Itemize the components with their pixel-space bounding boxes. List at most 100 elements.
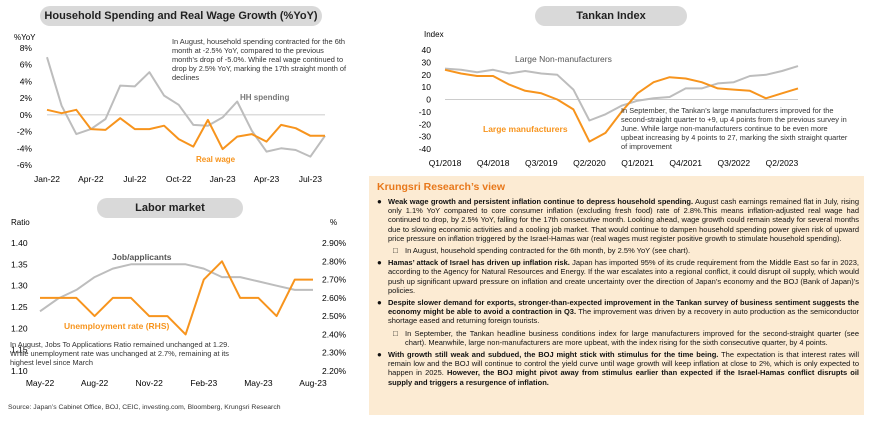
source-note: Source: Japan’s Cabinet Office, BOJ, CEI… <box>8 404 281 411</box>
view-item-lead: Despite slower demand for exports, stron… <box>388 298 859 317</box>
view-item-lead: With growth still weak and subdued, the … <box>388 350 719 360</box>
y-tick-label-right: 2.60% <box>322 293 347 303</box>
y-axis-label: Index <box>424 30 444 39</box>
view-item: ● Despite slower demand for exports, stro… <box>375 298 859 326</box>
y-tick-label: -30 <box>419 132 432 142</box>
x-tick-label: Aug-23 <box>299 378 327 388</box>
series-line-large-manufacturers <box>444 68 799 143</box>
y-tick-label-left: 1.35 <box>11 259 28 269</box>
y-tick-label: 0 <box>426 95 431 105</box>
y-axis-label: %YoY <box>14 33 36 42</box>
series-line-real-wage <box>46 108 325 151</box>
x-tick-label: Oct-22 <box>166 174 192 184</box>
x-tick-label: Q2/2023 <box>766 158 799 168</box>
y-tick-label: 6% <box>20 60 33 70</box>
y-tick-label: 20 <box>422 70 432 80</box>
series-label-real-wage: Real wage <box>196 155 236 164</box>
tankan-chart-title: Tankan Index <box>535 6 687 26</box>
y-tick-label-right: 2.80% <box>322 256 347 266</box>
view-item: ● Weak wage growth and persistent inflati… <box>375 197 859 243</box>
y-tick-label: 8% <box>20 43 33 53</box>
labor-annotation: In August, Jobs To Applications Ratio re… <box>10 340 230 367</box>
y-tick-label-right: 2.20% <box>322 366 347 376</box>
y-tick-label: 10 <box>422 82 432 92</box>
series-label-unemployment: Unemployment rate (RHS) <box>64 321 169 331</box>
view-list: ● Weak wage growth and persistent inflati… <box>375 197 859 390</box>
x-tick-label: Q1/2018 <box>429 158 462 168</box>
view-item-text: The expectation is that interest rates w… <box>388 350 859 378</box>
square-bullet-icon: □ <box>393 328 398 338</box>
y-tick-label: 40 <box>422 45 432 55</box>
view-item-lead: Hamas’ attack of Israel has driven up in… <box>388 258 570 268</box>
view-item-conclusion: However, the BOJ might pivot away from s… <box>388 368 859 387</box>
x-tick-label: Jan-23 <box>210 174 236 184</box>
view-item-text: Japan has imported 95% of its crude requ… <box>388 258 859 295</box>
x-tick-label: Jul-23 <box>299 174 322 184</box>
x-tick-label: Apr-23 <box>254 174 280 184</box>
view-item-lead: Weak wage growth and persistent inflatio… <box>388 197 694 206</box>
square-bullet-icon: □ <box>393 246 398 256</box>
series-label-hh-spending: HH spending <box>240 93 289 102</box>
y-tick-label: -20 <box>419 119 432 129</box>
round-bullet-icon: ● <box>377 350 382 360</box>
view-item-text: In September, the Tankan headline busine… <box>405 328 859 347</box>
round-bullet-icon: ● <box>377 197 382 206</box>
x-tick-label: Q2/2020 <box>573 158 606 168</box>
y-tick-label: -40 <box>419 144 432 154</box>
x-tick-label: Jul-22 <box>123 174 146 184</box>
y-tick-label-right: 2.70% <box>322 275 347 285</box>
view-item-text: The improvement was driven by a recovery… <box>388 307 860 326</box>
view-item-text: In August, household spending contracted… <box>405 246 691 256</box>
y-tick-label-left: 1.20 <box>11 323 28 333</box>
y-tick-label: -6% <box>17 160 33 170</box>
y-axis-label-right: % <box>330 218 337 227</box>
y-tick-label: 4% <box>20 76 33 86</box>
y-tick-label-left: 1.40 <box>11 238 28 248</box>
y-tick-label-right: 2.50% <box>322 311 347 321</box>
series-label-manufacturers: Large manufacturers <box>483 124 568 134</box>
x-tick-label: Q3/2022 <box>718 158 751 168</box>
krungsri-view-panel: Krungsri Research’s view ● Weak wage grow… <box>369 176 864 415</box>
view-sub-item: □ In August, household spending contracte… <box>375 246 859 255</box>
y-tick-label-right: 2.30% <box>322 348 347 358</box>
x-tick-label: Q1/2021 <box>621 158 654 168</box>
hh-annotation: In August, household spending contracted… <box>172 37 347 82</box>
series-line-large-non-manufacturers <box>444 65 799 122</box>
y-tick-label-right: 2.40% <box>322 329 347 339</box>
series-label-non-manufacturers: Large Non-manufacturers <box>515 54 612 64</box>
y-tick-label-left: 1.30 <box>11 281 28 291</box>
view-title: Krungsri Research’s view <box>377 181 505 193</box>
x-tick-label: Q3/2019 <box>525 158 558 168</box>
y-tick-label: 30 <box>422 57 432 67</box>
view-item: ● Hamas’ attack of Israel has driven up i… <box>375 258 859 295</box>
x-tick-label: Apr-22 <box>78 174 104 184</box>
hh-chart-title: Household Spending and Real Wage Growth … <box>40 6 322 26</box>
y-tick-label-right: 2.90% <box>322 238 347 248</box>
view-sub-item: □ In September, the Tankan headline busin… <box>375 329 859 347</box>
view-item: ● With growth still weak and subdued, the… <box>375 350 859 387</box>
series-line-hh-spending <box>46 56 326 158</box>
y-tick-label: 0% <box>20 110 33 120</box>
series-line-job-applicants <box>39 263 313 313</box>
x-tick-label: Aug-22 <box>81 378 109 388</box>
y-tick-label-left: 1.15 <box>11 345 28 355</box>
labor-chart-title: Labor market <box>97 198 243 218</box>
tankan-annotation: In September, the Tankan’s large manufac… <box>621 106 848 151</box>
round-bullet-icon: ● <box>377 298 382 308</box>
y-axis-label-left: Ratio <box>11 218 30 227</box>
y-tick-label-left: 1.10 <box>11 366 28 376</box>
y-tick-label-left: 1.25 <box>11 302 28 312</box>
series-line-unemployment <box>40 260 313 336</box>
x-tick-label: May-23 <box>244 378 273 388</box>
y-tick-label: -2% <box>17 127 33 137</box>
x-tick-label: May-22 <box>26 378 55 388</box>
x-tick-label: Feb-23 <box>190 378 217 388</box>
y-tick-label: 2% <box>20 93 33 103</box>
view-item-text: August cash earnings remained flat in Ju… <box>388 197 859 243</box>
x-tick-label: Jan-22 <box>34 174 60 184</box>
series-label-job-applicants: Job/applicants <box>112 252 172 262</box>
y-tick-label: -4% <box>17 143 33 153</box>
